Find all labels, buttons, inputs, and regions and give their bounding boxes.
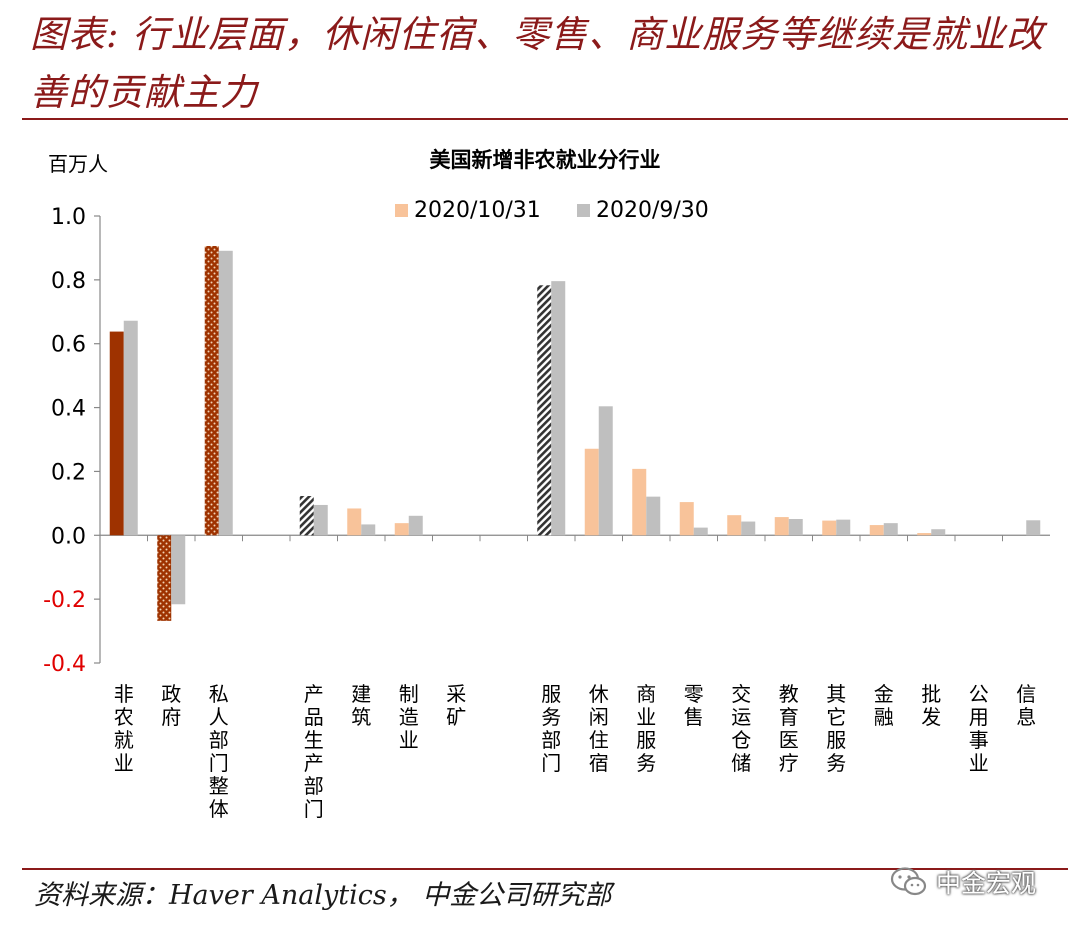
- bar-oct-6: [394, 523, 409, 536]
- bar-sep-16: [883, 523, 898, 536]
- watermark: 中金宏观: [890, 862, 1036, 902]
- bar-oct-0: [109, 331, 124, 536]
- y-tick-label: 0.6: [51, 333, 86, 358]
- bar-sep-11: [646, 496, 661, 536]
- legend-swatch: [577, 204, 590, 217]
- x-tick-label: 批发: [921, 682, 941, 729]
- legend-label: 2020/10/31: [414, 198, 541, 223]
- x-tick-label: 制造业: [399, 682, 419, 752]
- legend-label: 2020/9/30: [596, 198, 709, 223]
- x-tick-label: 非农就业: [114, 682, 134, 775]
- bar-sep-17: [931, 529, 946, 536]
- bar-sep-13: [741, 521, 756, 536]
- x-tick-label: 私人部门整体: [209, 682, 229, 821]
- bar-oct-17: [917, 533, 932, 536]
- bar-sep-15: [836, 519, 851, 536]
- bar-sep-12: [693, 527, 708, 536]
- bar-chart: 美国新增非农就业分行业 百万人 2020/10/31 2020/9/30 -0.4…: [43, 148, 1050, 821]
- x-tick-label: 产品生产部门: [304, 682, 324, 821]
- top-divider: [22, 118, 1068, 120]
- bar-oct-16: [869, 525, 884, 536]
- y-axis: -0.4 -0.2 0.0 0.2 0.4 0.6 0.8 1.0: [43, 205, 1050, 677]
- watermark-text: 中金宏观: [936, 869, 1037, 898]
- y-tick-label: 0.4: [51, 397, 86, 422]
- bar-sep-10: [598, 406, 613, 536]
- bar-oct-4: [299, 496, 314, 536]
- x-tick-label: 休闲住宿: [589, 682, 609, 775]
- chart-title: 美国新增非农就业分行业: [430, 148, 661, 172]
- bar-oct-5: [347, 508, 362, 536]
- y-tick-label: 1.0: [51, 205, 86, 230]
- y-axis-unit-label: 百万人: [48, 152, 108, 176]
- y-tick-label: -0.4: [43, 652, 86, 677]
- x-tick-label: 建筑: [351, 682, 371, 729]
- x-tick-label: 信息: [1016, 682, 1036, 729]
- source-note: 资料来源：Haver Analytics， 中金公司研究部: [34, 880, 612, 911]
- bar-sep-9: [551, 281, 566, 536]
- legend-swatch: [395, 204, 408, 217]
- y-tick-label: 0.2: [51, 460, 86, 485]
- bar-oct-9: [537, 285, 552, 536]
- bar-sep-19: [1026, 520, 1041, 536]
- bar-sep-6: [408, 515, 423, 536]
- wechat-icon: [890, 867, 927, 896]
- bar-sep-0: [123, 320, 138, 536]
- x-tick-label: 零售: [684, 682, 704, 729]
- bar-sep-4: [313, 504, 328, 536]
- legend: 2020/10/31 2020/9/30: [395, 198, 709, 223]
- x-tick-label: 金融: [874, 682, 894, 729]
- bar-oct-15: [822, 520, 837, 536]
- bar-oct-11: [632, 468, 647, 536]
- y-tick-label: 0.8: [51, 269, 86, 294]
- bar-oct-13: [727, 515, 742, 536]
- x-tick-label: 其它服务: [826, 682, 846, 775]
- bar-oct-14: [774, 517, 789, 536]
- x-tick-label: 采矿: [446, 682, 466, 729]
- x-tick-label: 公用事业: [969, 682, 989, 775]
- bar-oct-12: [679, 502, 694, 536]
- bar-oct-2: [204, 246, 219, 536]
- x-tick-label: 交运仓储: [731, 682, 751, 775]
- bottom-divider: [22, 868, 1068, 870]
- x-tick-label: 服务部门: [541, 682, 561, 775]
- y-tick-label: 0.0: [51, 524, 86, 549]
- bar-sep-2: [218, 250, 233, 536]
- x-tick-label: 教育医疗: [779, 682, 799, 775]
- x-axis-labels: 非农就业 政府 私人部门整体 产品生产部门 建筑 制造业 采矿 服务部门 休闲住宿 商业服务 零售交…: [114, 682, 1037, 821]
- bar-oct-1: [157, 535, 172, 621]
- figure-title: 图表: 行业层面，休闲住宿、零售、商业服务等继续是就业改善的贡献主力: [30, 13, 1045, 114]
- bar-sep-5: [361, 524, 376, 536]
- bars: [109, 246, 1041, 621]
- x-tick-label: 商业服务: [636, 682, 656, 775]
- y-tick-label: -0.2: [43, 588, 86, 613]
- x-tick-label: 政府: [161, 682, 181, 729]
- bar-oct-10: [584, 448, 599, 536]
- bar-sep-14: [788, 519, 803, 536]
- bar-sep-1: [171, 535, 186, 605]
